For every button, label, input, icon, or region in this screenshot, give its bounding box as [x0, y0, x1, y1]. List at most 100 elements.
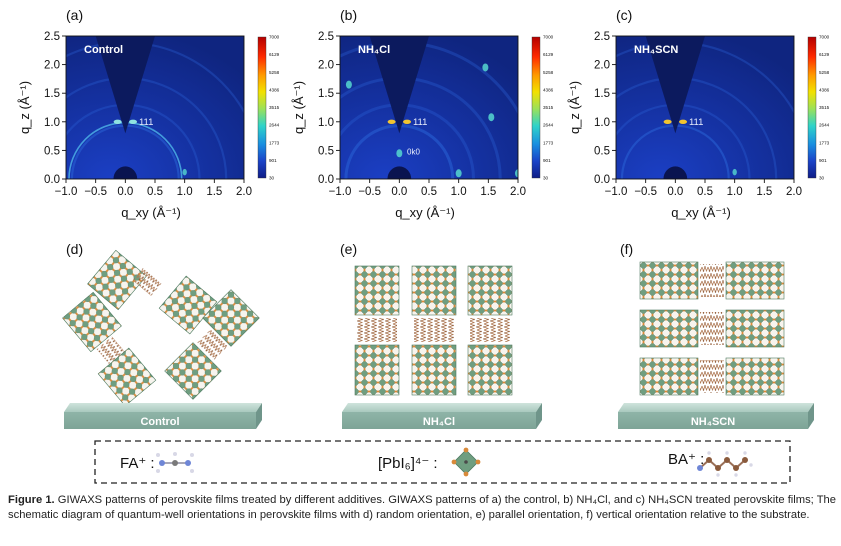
quantum-well-block	[87, 249, 147, 311]
y-tick-label: 0.5	[318, 145, 334, 157]
fa-molecule-icon	[156, 452, 194, 473]
organic-spacer-layer	[196, 329, 228, 361]
colorbar-tick-label: 7000	[819, 35, 830, 40]
colorbar	[807, 36, 817, 179]
colorbar	[531, 36, 541, 179]
quantum-well-stack-top	[354, 265, 513, 316]
bragg-spot	[488, 113, 495, 122]
x-tick-label: 0.5	[697, 186, 713, 198]
bragg-spot	[345, 80, 352, 89]
quantum-well-block	[202, 289, 260, 347]
legend-ba-label: BA⁺ :	[668, 451, 704, 468]
schematic-e: (e) NH₄Cl	[340, 241, 542, 429]
y-tick-label: 0.0	[318, 174, 334, 186]
colorbar-tick-label: 1773	[269, 140, 280, 145]
giwaxs-panel-a: (a) Control 111 −1.0 −0.5 0.0 0.5 1.0 1.5 2.0 0.0 0…	[17, 7, 280, 220]
colorbar-tick-label: 30	[543, 176, 549, 181]
bragg-spot	[515, 169, 518, 178]
schematic-d: (d) Control	[62, 241, 262, 429]
giwaxs-panel-c: (c) NH₄SCN 111 −1.0 −0.5 0.0 0.5 1.0 1.5 2.0 0.0 0.…	[567, 7, 830, 220]
caption-label: Figure 1.	[8, 494, 55, 506]
colorbar-tick-label: 901	[543, 158, 551, 163]
y-tick-label: 2.0	[318, 60, 334, 72]
quantum-well-column-right	[725, 261, 785, 396]
bragg-spot-111	[387, 119, 396, 125]
colorbar-tick-label: 2644	[269, 123, 280, 128]
x-tick-label: −1.0	[55, 186, 78, 198]
beam-stop	[387, 166, 412, 179]
colorbar-tick-label: 2644	[543, 123, 554, 128]
substrate	[342, 412, 536, 429]
colorbar-tick-label: 5258	[543, 70, 554, 75]
giwaxs-image	[340, 36, 518, 179]
legend-fa-label: FA⁺ :	[120, 455, 155, 472]
bragg-spot	[182, 168, 187, 176]
x-tick-label: 1.0	[451, 186, 467, 198]
y-tick-label: 0.0	[44, 174, 60, 186]
x-tick-label: 0.0	[391, 186, 407, 198]
giwaxs-image	[66, 36, 244, 179]
colorbar-tick-label: 3515	[543, 105, 554, 110]
x-tick-label: 0.0	[667, 186, 683, 198]
panel-letter-f: (f)	[620, 241, 633, 257]
x-tick-label: −1.0	[329, 186, 352, 198]
panel-title: Control	[84, 44, 123, 56]
y-axis-label: q_z (Å⁻¹)	[567, 81, 582, 134]
colorbar-tick-label: 7000	[269, 35, 280, 40]
bragg-spot	[482, 63, 489, 72]
y-tick-label: 1.0	[594, 117, 610, 129]
schematic-f: (f) NH₄SCN	[618, 241, 814, 429]
x-tick-label: 0.5	[147, 186, 163, 198]
x-tick-label: −0.5	[358, 186, 381, 198]
y-tick-label: 0.0	[594, 174, 610, 186]
y-tick-label: 2.5	[594, 31, 610, 43]
colorbar-tick-label: 5258	[269, 70, 280, 75]
panel-title: NH₄SCN	[634, 44, 678, 56]
y-tick-label: 1.5	[44, 88, 60, 100]
beam-stop	[663, 166, 688, 179]
colorbar-tick-label: 4386	[269, 87, 280, 92]
panel-letter-e: (e)	[340, 241, 357, 257]
x-tick-label: −0.5	[84, 186, 107, 198]
panel-letter-d: (d)	[66, 241, 83, 257]
x-axis-label: q_xy (Å⁻¹)	[395, 205, 455, 220]
quantum-well-block	[62, 291, 122, 353]
colorbar-tick-label: 30	[819, 176, 825, 181]
bragg-spot-111	[403, 119, 412, 125]
substrate-top	[618, 403, 814, 412]
y-tick-label: 1.5	[318, 88, 334, 100]
colorbar-tick-label: 6129	[269, 52, 280, 57]
x-tick-label: 2.0	[236, 186, 252, 198]
x-tick-label: 1.5	[756, 186, 772, 198]
x-tick-label: 1.5	[480, 186, 496, 198]
y-tick-label: 0.5	[594, 145, 610, 157]
legend-box	[94, 440, 791, 484]
bragg-spot	[455, 169, 462, 178]
organic-spacer-layer	[357, 318, 510, 342]
substrate-top	[64, 403, 262, 412]
molecule-legend: FA⁺ : [PbI₆]⁴⁻ : BA⁺ :	[94, 440, 791, 484]
missing-wedge	[645, 36, 705, 134]
quantum-well-stack-bottom	[354, 344, 513, 396]
colorbar-tick-label: 2644	[819, 123, 830, 128]
panel-letter-b: (b)	[340, 7, 357, 23]
colorbar-tick-label: 7000	[543, 35, 554, 40]
colorbar-tick-label: 6129	[543, 52, 554, 57]
bragg-spot	[396, 149, 403, 158]
y-tick-label: 1.5	[594, 88, 610, 100]
x-tick-label: −1.0	[605, 186, 628, 198]
ba-molecule-icon	[697, 451, 753, 477]
missing-wedge	[369, 36, 429, 134]
y-tick-label: 2.0	[44, 60, 60, 72]
y-tick-label: 2.5	[44, 31, 60, 43]
colorbar-tick-label: 3515	[819, 105, 830, 110]
x-tick-label: 1.5	[206, 186, 222, 198]
annotation-111: 111	[139, 117, 153, 128]
y-tick-label: 1.0	[44, 117, 60, 129]
missing-wedge	[95, 36, 155, 134]
quantum-well-column-left	[639, 261, 699, 396]
substrate-label: NH₄SCN	[691, 416, 735, 428]
y-tick-label: 2.0	[594, 60, 610, 72]
x-axis-label: q_xy (Å⁻¹)	[671, 205, 731, 220]
panel-letter-c: (c)	[616, 7, 632, 23]
